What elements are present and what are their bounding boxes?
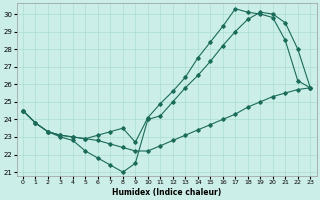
X-axis label: Humidex (Indice chaleur): Humidex (Indice chaleur) (112, 188, 221, 197)
